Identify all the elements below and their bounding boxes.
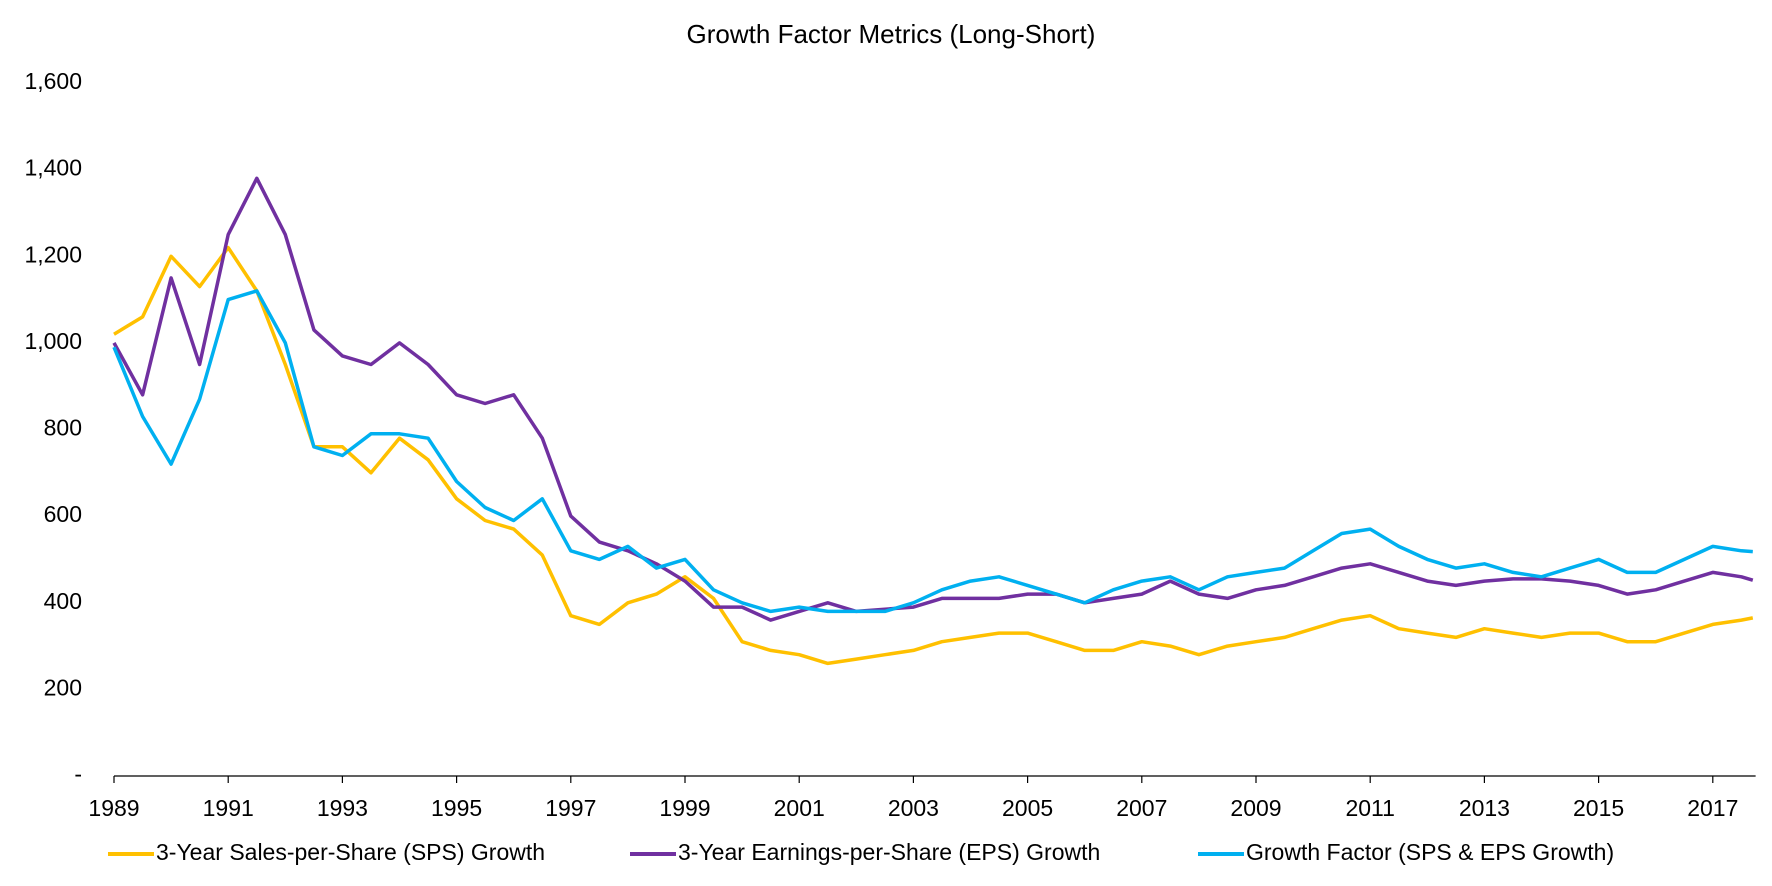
x-tick-label: 1999 bbox=[659, 795, 710, 821]
x-tick-label: 2005 bbox=[1002, 795, 1053, 821]
line-series bbox=[112, 176, 1754, 622]
x-tick-label: 2003 bbox=[888, 795, 939, 821]
x-tick-label: 1993 bbox=[317, 795, 368, 821]
y-tick-label: 1,200 bbox=[24, 241, 82, 267]
x-tick-label: 2007 bbox=[1116, 795, 1167, 821]
y-tick-label: 800 bbox=[44, 415, 82, 441]
line-series bbox=[113, 245, 1754, 666]
legend-label: Growth Factor (SPS & EPS Growth) bbox=[1246, 839, 1614, 865]
chart-title: Growth Factor Metrics (Long-Short) bbox=[687, 19, 1096, 49]
legend-label: 3-Year Sales-per-Share (SPS) Growth bbox=[156, 839, 545, 865]
y-tick-label: 200 bbox=[44, 674, 82, 700]
x-tick-label: 1989 bbox=[88, 795, 139, 821]
x-tick-label: 2001 bbox=[774, 795, 825, 821]
x-tick-label: 1997 bbox=[545, 795, 596, 821]
legend-label: 3-Year Earnings-per-Share (EPS) Growth bbox=[678, 839, 1100, 865]
y-tick-label: 400 bbox=[44, 588, 82, 614]
line-series bbox=[112, 289, 1753, 614]
y-tick-label: 1,000 bbox=[24, 328, 82, 354]
x-tick-label: 2011 bbox=[1345, 795, 1394, 821]
x-tick-label: 1995 bbox=[431, 795, 482, 821]
y-tick-label: 1,600 bbox=[24, 68, 82, 94]
x-tick-label: 2009 bbox=[1230, 795, 1281, 821]
x-tick-label: 2013 bbox=[1459, 795, 1510, 821]
x-tick-label: 2017 bbox=[1687, 795, 1738, 821]
x-tick-label: 2015 bbox=[1573, 795, 1624, 821]
y-tick-label: 600 bbox=[44, 501, 82, 527]
x-tick-label: 1991 bbox=[203, 795, 254, 821]
y-tick-label: - bbox=[74, 761, 82, 787]
y-tick-label: 1,400 bbox=[24, 155, 82, 181]
